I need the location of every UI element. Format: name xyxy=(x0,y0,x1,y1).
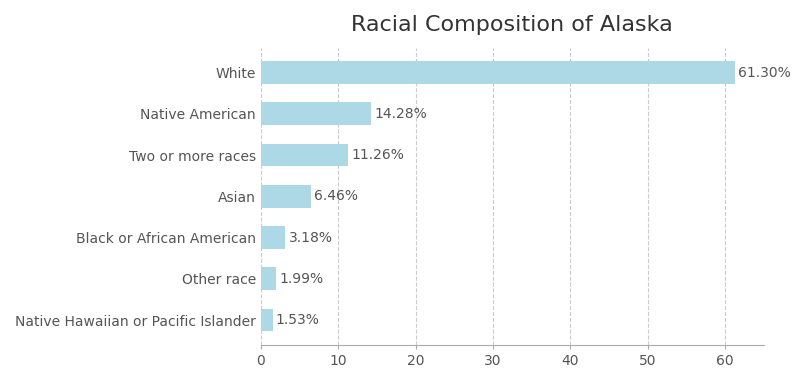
Bar xyxy=(261,309,273,331)
Text: 11.26%: 11.26% xyxy=(351,148,404,162)
Title: Racial Composition of Alaska: Racial Composition of Alaska xyxy=(351,15,673,35)
Text: 6.46%: 6.46% xyxy=(314,189,358,203)
Bar xyxy=(261,226,286,249)
Text: 61.30%: 61.30% xyxy=(738,65,791,80)
Bar xyxy=(261,185,310,208)
Bar xyxy=(261,102,371,125)
Text: 1.99%: 1.99% xyxy=(279,272,323,286)
Bar xyxy=(261,61,735,84)
Bar xyxy=(261,267,276,290)
Bar xyxy=(261,144,348,166)
Text: 1.53%: 1.53% xyxy=(276,313,319,327)
Text: 3.18%: 3.18% xyxy=(289,231,333,245)
Text: 14.28%: 14.28% xyxy=(374,107,427,121)
